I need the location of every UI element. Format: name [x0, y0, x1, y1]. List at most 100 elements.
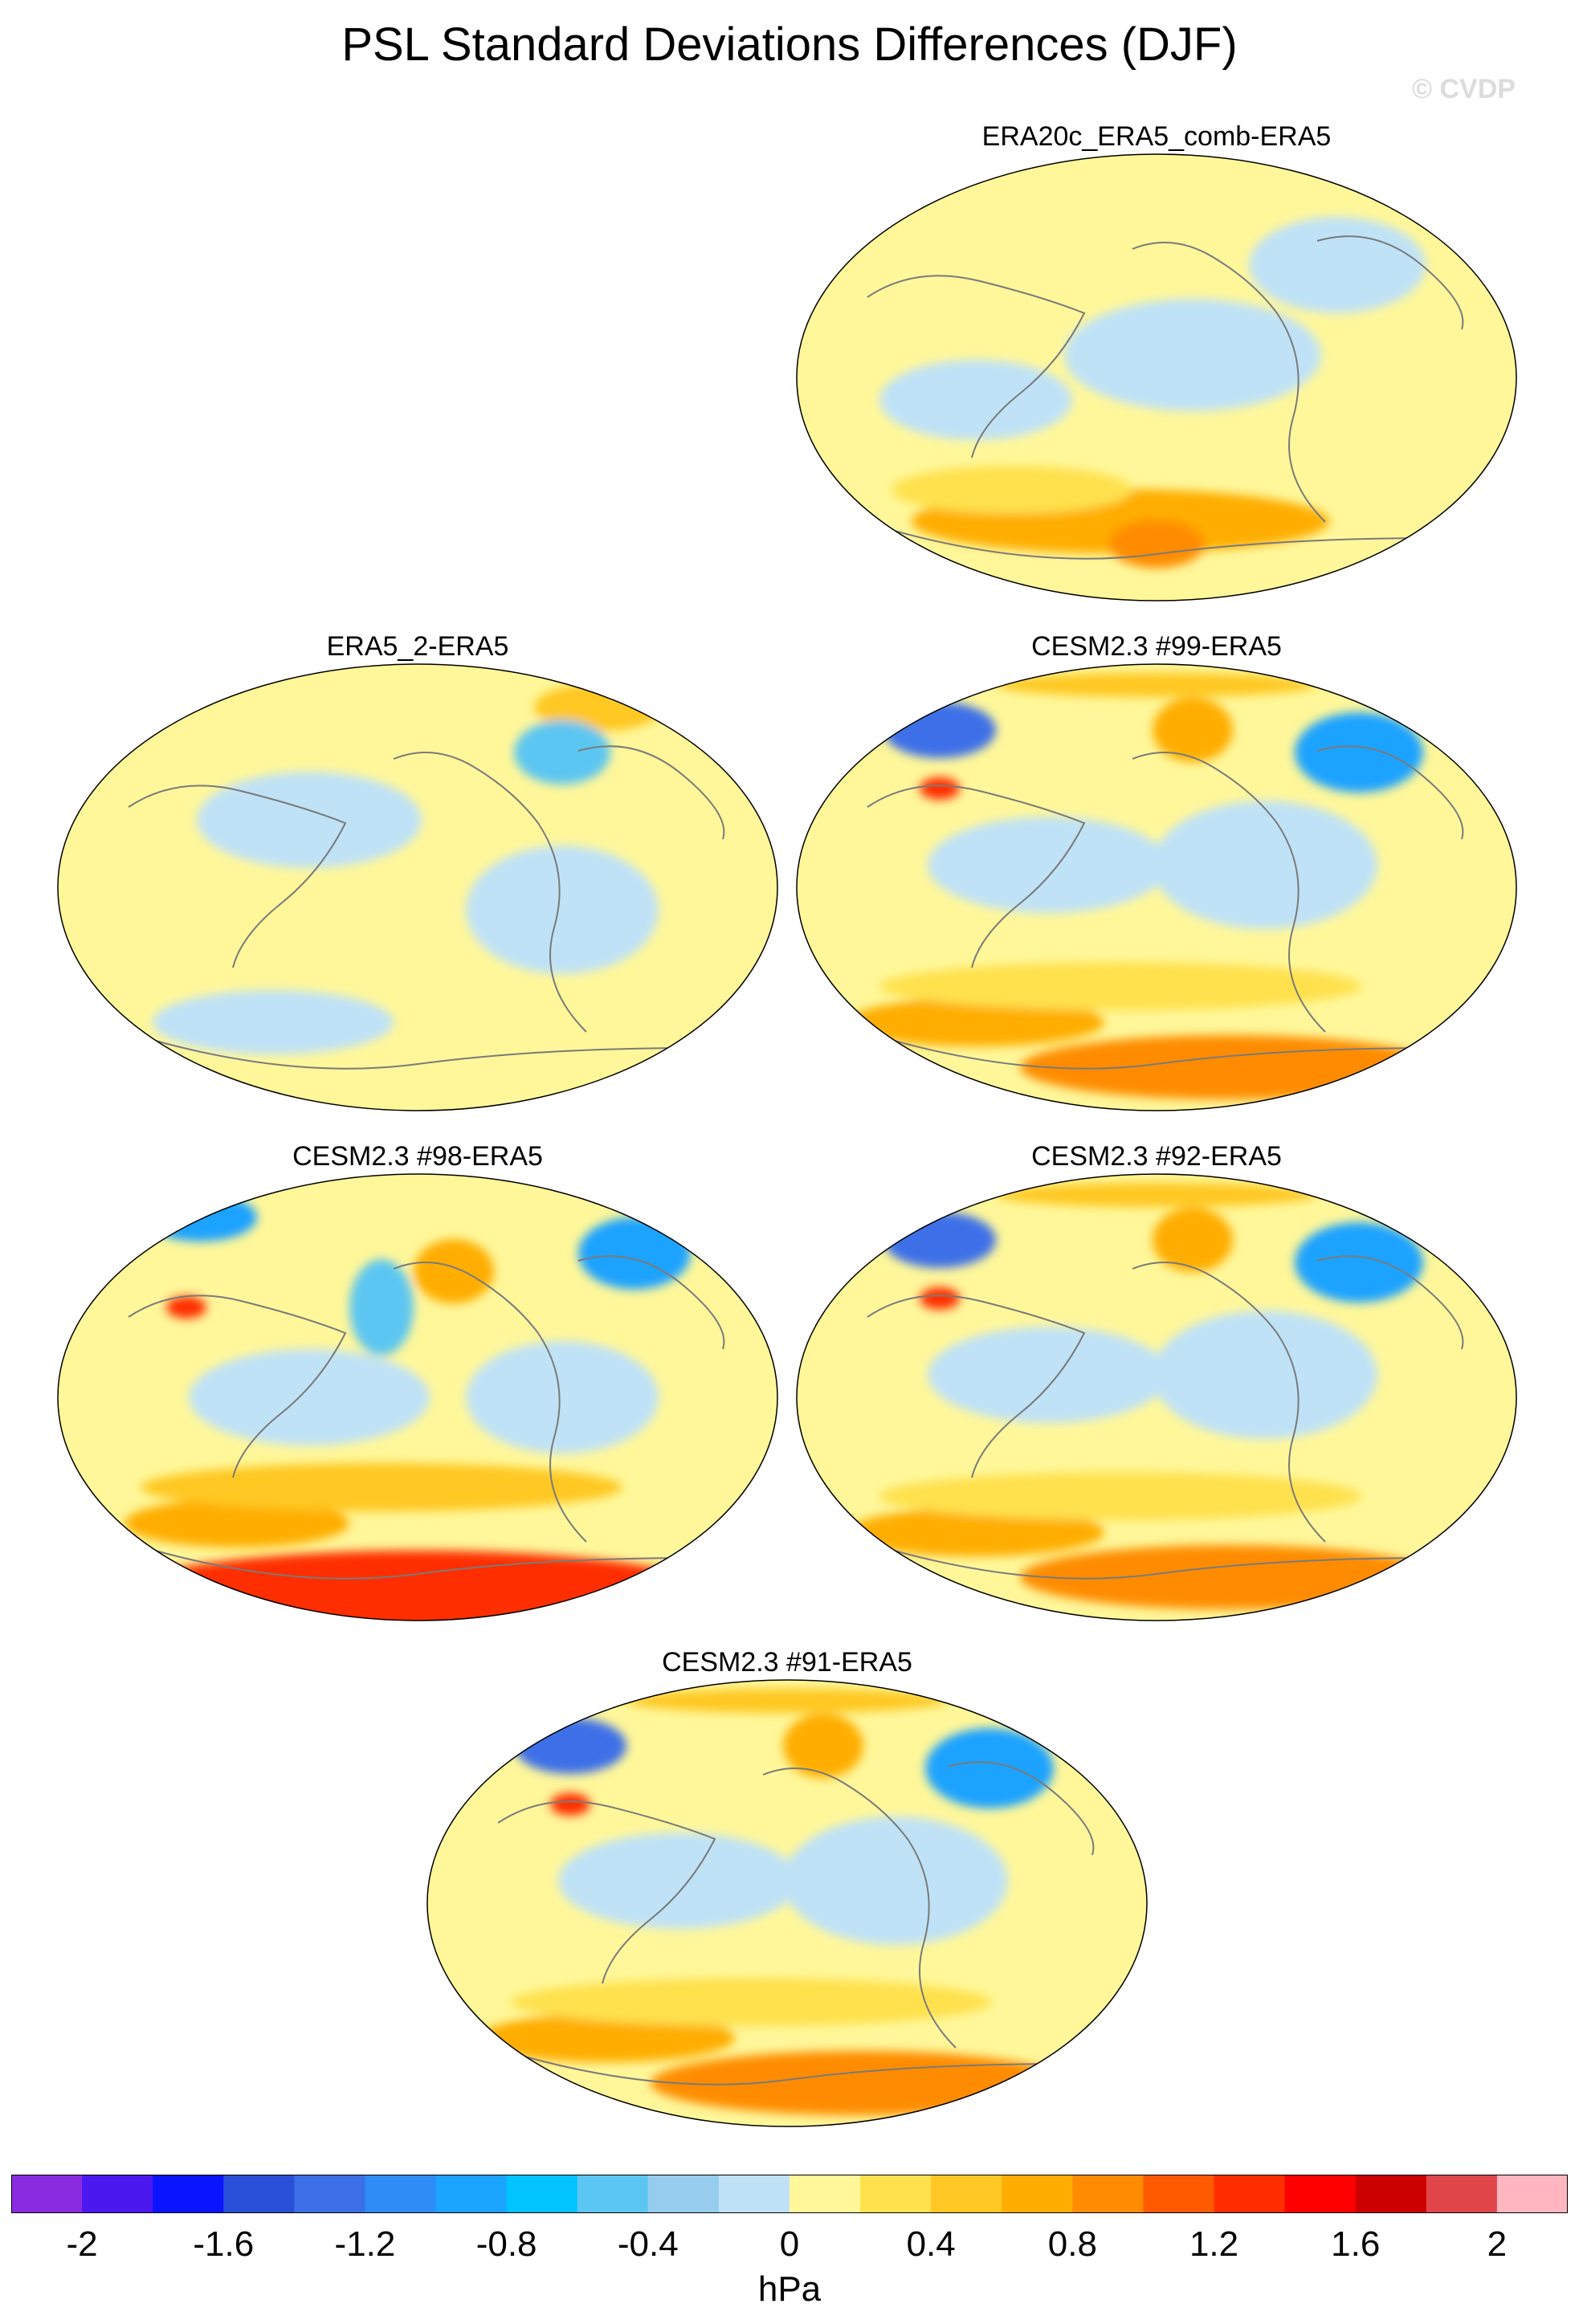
coastline: [867, 1255, 1464, 1580]
anomaly-region: [928, 1327, 1169, 1423]
anomaly-region: [928, 817, 1169, 913]
anomaly-region: [189, 1349, 430, 1445]
map-panel: CESM2.3 #91-ERA5: [426, 1646, 1149, 2128]
anomaly-region: [145, 1193, 257, 1242]
anomaly-region: [1295, 1222, 1423, 1303]
colorbar-segment: [11, 2175, 83, 2213]
map-panel: CESM2.3 #92-ERA5: [795, 1140, 1518, 1622]
colorbar-segment: [223, 2175, 295, 2213]
colorbar-segment: [931, 2175, 1002, 2213]
anomaly-region: [558, 1833, 799, 1929]
colorbar-segment: [790, 2175, 861, 2213]
anomaly-region: [1295, 712, 1423, 793]
panel-title: CESM2.3 #91-ERA5: [662, 1647, 912, 1678]
colorbar-segment: [577, 2175, 649, 2213]
anomaly-region: [920, 1286, 960, 1310]
anomaly-region: [1249, 217, 1426, 313]
coastline: [128, 745, 725, 1070]
anomaly-region: [166, 1296, 206, 1319]
map-field: [57, 663, 778, 1111]
map-field: [796, 1173, 1517, 1621]
map-outline: [57, 1173, 778, 1621]
colorbar-segment: [294, 2175, 365, 2213]
anomaly-region: [466, 1341, 659, 1454]
anomaly-region: [1153, 801, 1377, 929]
map-panel: ERA5_2-ERA5: [56, 630, 779, 1112]
map-field: [796, 153, 1517, 601]
page-title: PSL Standard Deviations Differences (DJF…: [341, 18, 1238, 71]
anomaly-region: [1153, 698, 1233, 762]
anomaly-region: [892, 466, 1132, 514]
panel-title: ERA20c_ERA5_comb-ERA5: [981, 121, 1332, 152]
anomaly-region: [626, 1689, 948, 1713]
anomaly-region: [996, 673, 1317, 697]
coastline: [128, 1255, 725, 1580]
colorbar-tick-label: 0: [779, 2224, 800, 2264]
colorbar-tick-label: 0.8: [1047, 2224, 1097, 2264]
colorbar-unit-label: hPa: [757, 2269, 822, 2309]
anomaly-region: [414, 1239, 494, 1304]
map-field: [426, 1679, 1148, 2127]
map-field: [57, 1173, 778, 1621]
anomaly-region: [510, 1978, 992, 2027]
panel-title: CESM2.3 #99-ERA5: [1031, 631, 1282, 662]
anomaly-region: [1108, 520, 1205, 569]
anomaly-region: [879, 962, 1361, 1011]
colorbar-segment: [647, 2175, 720, 2213]
colorbar-tick-label: -0.4: [617, 2224, 679, 2264]
colorbar-tick-label: -0.8: [475, 2224, 537, 2264]
anomaly-region: [124, 1498, 349, 1547]
panel-title: CESM2.3 #92-ERA5: [1031, 1141, 1282, 1172]
colorbar-tick-label: -2: [66, 2224, 98, 2264]
colorbar-segment: [82, 2175, 153, 2213]
colorbar-segment: [1426, 2175, 1498, 2213]
map-field: [796, 663, 1517, 1111]
anomaly-region: [783, 1816, 1008, 1945]
anomaly-region: [847, 1508, 1104, 1556]
coastline: [497, 1761, 1095, 2085]
colorbar-tick-label: -1.6: [193, 2224, 255, 2264]
colorbar-tick-label: -1.2: [334, 2224, 396, 2264]
anomaly-region: [478, 2014, 735, 2062]
anomaly-region: [651, 2051, 1068, 2115]
map-outline: [796, 153, 1517, 601]
colorbar-tick-label: 2: [1487, 2224, 1508, 2264]
coastline: [867, 235, 1464, 560]
anomaly-region: [153, 990, 394, 1054]
colorbar-segment: [1002, 2175, 1073, 2213]
map-outline: [426, 1679, 1148, 2127]
anomaly-region: [783, 1714, 863, 1778]
anomaly-region: [996, 1183, 1317, 1207]
panel-title: ERA5_2-ERA5: [326, 631, 509, 662]
colorbar-segment: [1214, 2175, 1286, 2213]
anomaly-region: [1020, 1545, 1438, 1609]
anomaly-region: [514, 720, 610, 785]
map-panel: CESM2.3 #99-ERA5: [795, 630, 1518, 1112]
anomaly-region: [141, 1463, 622, 1511]
colorbar-segment: [1143, 2175, 1215, 2213]
map-outline: [796, 1173, 1517, 1621]
anomaly-region: [349, 1259, 414, 1356]
colorbar-frame: [11, 2175, 1568, 2213]
colorbar-segment: [365, 2175, 437, 2213]
map-background: [58, 664, 777, 1111]
colorbar-segment: [153, 2175, 224, 2213]
anomaly-region: [920, 777, 960, 800]
anomaly-region: [197, 772, 422, 868]
colorbar-segment: [1284, 2175, 1357, 2213]
anomaly-region: [1020, 1035, 1438, 1099]
colorbar-segment: [718, 2175, 790, 2213]
colorbar-tick-label: 0.4: [906, 2224, 956, 2264]
map-outline: [796, 663, 1517, 1111]
colorbar-segment: [435, 2175, 508, 2213]
colorbar-segment: [860, 2175, 932, 2213]
colorbar-segment: [1355, 2175, 1427, 2213]
coastline: [867, 745, 1464, 1070]
colorbar: [11, 2175, 1568, 2213]
anomaly-region: [466, 846, 659, 974]
anomaly-region: [879, 1472, 1361, 1521]
anomaly-region: [1153, 1208, 1233, 1272]
anomaly-region: [1153, 1311, 1377, 1439]
colorbar-segment: [1496, 2175, 1568, 2213]
cvdp-credit: © CVDP: [1412, 74, 1516, 104]
